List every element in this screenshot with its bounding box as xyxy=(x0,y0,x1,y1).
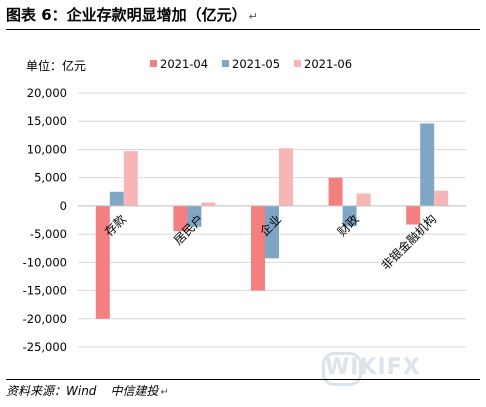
y-tick-label: 15,000 xyxy=(27,114,67,128)
watermark-logo-icon xyxy=(322,352,362,386)
bar-2021-06-3 xyxy=(356,193,371,206)
bar-2021-05-1 xyxy=(187,205,202,227)
y-tick-label: 0 xyxy=(60,199,67,213)
y-tick-label: -25,000 xyxy=(23,340,67,354)
bar-chart: 单位：亿元 2021-04 2021-05 2021-06 20,000 15,000 10… xyxy=(23,57,466,354)
y-tick-label: -10,000 xyxy=(23,255,67,269)
bar-2021-04-0 xyxy=(95,205,110,319)
title-divider xyxy=(6,29,480,30)
paragraph-mark-icon: ↵ xyxy=(248,10,258,23)
y-tick-label: 10,000 xyxy=(27,142,67,156)
bar-2021-04-1 xyxy=(173,205,188,232)
legend-swatch-2021-05 xyxy=(222,60,229,67)
bar-2021-06-0 xyxy=(123,151,138,206)
unit-label: 单位：亿元 xyxy=(26,58,86,73)
y-tick-label: 20,000 xyxy=(27,86,67,100)
source-text: 资料来源：Wind xyxy=(6,384,97,398)
bar-2021-05-0 xyxy=(109,191,124,206)
bar-2021-05-3 xyxy=(342,205,357,227)
legend-swatch-2021-04 xyxy=(150,60,157,67)
source-author: 中信建投 xyxy=(110,384,159,398)
y-tick-label: -5,000 xyxy=(30,227,67,241)
bar-2021-06-1 xyxy=(201,202,216,206)
bar-2021-04-3 xyxy=(328,177,343,206)
y-tick-label: -20,000 xyxy=(23,312,67,326)
legend-label-2021-06: 2021-06 xyxy=(304,57,352,71)
bar-2021-06-4 xyxy=(434,190,449,206)
y-tick-label: -15,000 xyxy=(23,284,67,298)
bar-2021-06-2 xyxy=(279,148,293,206)
figure-title: 图表 6：企业存款明显增加（亿元） ↵ xyxy=(6,4,480,30)
bar-2021-05-4 xyxy=(420,123,435,206)
legend-swatch-2021-06 xyxy=(294,60,301,67)
y-tick-label: 5,000 xyxy=(34,171,67,185)
watermark: WIKIFX xyxy=(325,355,421,380)
legend-label-2021-05: 2021-05 xyxy=(232,57,280,71)
footer-divider xyxy=(6,379,480,380)
bar-2021-04-4 xyxy=(406,205,421,225)
legend-label-2021-04: 2021-04 xyxy=(160,57,208,71)
source-note: 资料来源：Wind 中信建投 ↵ xyxy=(6,382,169,402)
figure-title-text: 图表 6：企业存款明显增加（亿元） xyxy=(6,6,247,24)
bar-2021-05-2 xyxy=(265,205,279,259)
paragraph-mark-icon: ↵ xyxy=(160,387,169,398)
category-label: 财政 xyxy=(335,212,362,239)
bar-2021-04-2 xyxy=(251,205,265,291)
